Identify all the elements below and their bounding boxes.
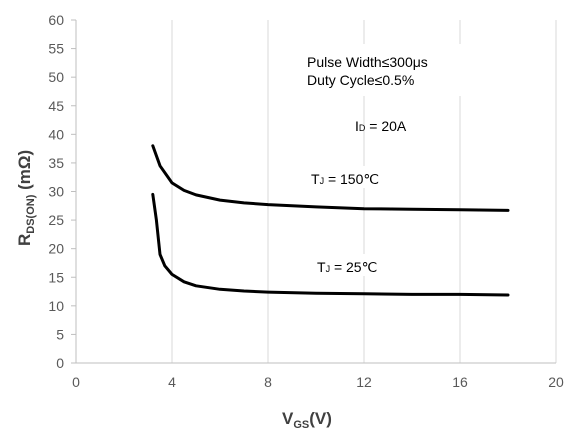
pulse-width-annotation: Pulse Width≤300μs bbox=[307, 54, 428, 70]
annotation-background bbox=[296, 44, 476, 96]
y-tick-label: 15 bbox=[48, 269, 64, 285]
id-annotation: ID = 20A bbox=[355, 118, 407, 134]
y-tick-label: 55 bbox=[48, 41, 64, 57]
y-tick-label: 60 bbox=[48, 12, 64, 28]
y-tick-label: 30 bbox=[48, 184, 64, 200]
y-tick-label: 45 bbox=[48, 98, 64, 114]
t25-label-background bbox=[310, 254, 392, 276]
x-axis-title: VGS(V) bbox=[282, 409, 332, 431]
x-tick-label: 0 bbox=[72, 374, 80, 390]
x-tick-label: 8 bbox=[264, 374, 272, 390]
y-tick-label: 0 bbox=[56, 355, 64, 371]
x-tick-label: 16 bbox=[452, 374, 468, 390]
duty-cycle-annotation: Duty Cycle≤0.5% bbox=[307, 72, 414, 88]
y-axis-title: RDS(ON) (mΩ) bbox=[15, 150, 37, 246]
y-tick-label: 25 bbox=[48, 212, 64, 228]
y-tick-label: 20 bbox=[48, 241, 64, 257]
series-line-tj25 bbox=[151, 192, 510, 297]
axes bbox=[71, 19, 556, 364]
tj150-annotation: TJ = 150℃ bbox=[311, 171, 379, 187]
series-lines bbox=[151, 144, 510, 297]
y-tick-label: 10 bbox=[48, 298, 64, 314]
tj25-annotation: TJ = 25℃ bbox=[317, 259, 377, 275]
y-tick-label: 50 bbox=[48, 69, 64, 85]
x-tick-label: 12 bbox=[356, 374, 372, 390]
y-tick-label: 40 bbox=[48, 126, 64, 142]
series-line-tj150 bbox=[151, 144, 510, 212]
x-tick-label: 20 bbox=[548, 374, 564, 390]
y-tick-label: 35 bbox=[48, 155, 64, 171]
y-tick-label: 5 bbox=[56, 326, 64, 342]
t150-label-background bbox=[304, 166, 394, 188]
y-tick-labels: 0 5 10 15 20 25 30 35 40 45 50 55 60 bbox=[48, 12, 64, 371]
x-tick-label: 4 bbox=[168, 374, 176, 390]
x-tick-labels: 0 4 8 12 16 20 bbox=[72, 374, 564, 390]
